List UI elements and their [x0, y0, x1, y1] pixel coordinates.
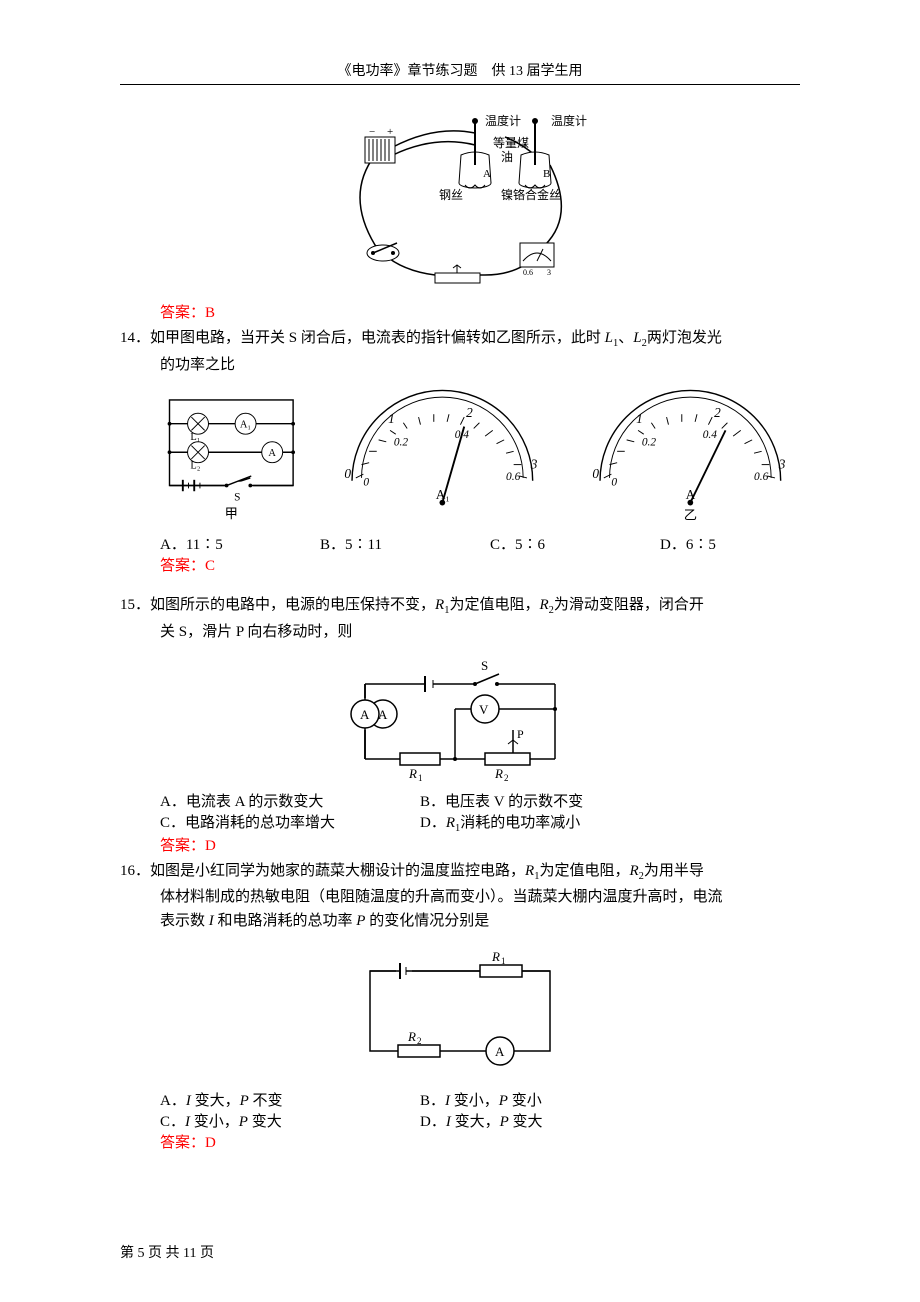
q16-opt-a: A．I 变大，P 不变 [160, 1089, 420, 1110]
svg-text:2: 2 [504, 773, 509, 783]
svg-text:0: 0 [363, 476, 369, 488]
svg-text:2: 2 [417, 1036, 422, 1046]
q16-opt-d: D．I 变大，P 变大 [420, 1110, 680, 1131]
svg-text:2: 2 [714, 405, 721, 420]
svg-text:油: 油 [501, 150, 513, 164]
q14-figure: L₁ A₁ L₂ A [160, 387, 800, 527]
q16: 16．如图是小红同学为她家的蔬菜大棚设计的温度监控电路，R1为定值电阻，R2为用… [120, 859, 800, 934]
q16-opt-b: B．I 变小，P 变小 [420, 1089, 680, 1110]
svg-text:温度计: 温度计 [485, 113, 521, 128]
svg-text:R: R [494, 766, 503, 781]
svg-text:A₁: A₁ [435, 487, 449, 502]
q14-options: A．11∶5 B．5∶11 C．5∶6 D．6∶5 [160, 533, 800, 554]
svg-text:0.6: 0.6 [754, 471, 769, 483]
svg-text:0: 0 [593, 466, 600, 481]
q14-answer: 答案：C [160, 554, 800, 575]
q16-options-2: C．I 变小，P 变大 D．I 变大，P 变大 [160, 1110, 800, 1131]
q15-options-1: A．电流表 A 的示数变大 B．电压表 V 的示数不变 [160, 790, 800, 811]
svg-text:A: A [686, 487, 696, 502]
svg-text:R: R [408, 766, 417, 781]
svg-text:A: A [483, 168, 491, 180]
svg-text:3: 3 [778, 456, 786, 471]
svg-text:3: 3 [547, 268, 551, 277]
header-rule [120, 84, 800, 85]
svg-text:L₂: L₂ [190, 460, 200, 471]
page-header: 《电功率》章节练习题 供 13 届学生用 [120, 60, 800, 80]
q14-line2: 的功率之比 [160, 353, 800, 377]
q14-line1: 如甲图电路，当开关 S 闭合后，电流表的指针偏转如乙图所示，此时 L1、L2两灯… [150, 330, 722, 346]
q16-figure: R1 R2 A [120, 951, 800, 1071]
svg-text:0.2: 0.2 [642, 436, 657, 448]
q15-line1: 如图所示的电路中，电源的电压保持不变，R1为定值电阻，R2为滑动变阻器，闭合开 [150, 597, 704, 613]
q14-opt-a: A．11∶5 [160, 533, 320, 554]
svg-text:0: 0 [344, 466, 351, 481]
q16-answer: 答案：D [160, 1131, 800, 1152]
q14-opt-b: B．5∶11 [320, 533, 490, 554]
q16-options-1: A．I 变大，P 不变 B．I 变小，P 变小 [160, 1089, 800, 1110]
q16-line1: 如图是小红同学为她家的蔬菜大棚设计的温度监控电路，R1为定值电阻，R2为用半导 [150, 863, 704, 879]
svg-text:乙: 乙 [684, 508, 697, 523]
svg-text:0.4: 0.4 [703, 429, 718, 441]
q13-answer: 答案：B [160, 301, 800, 322]
q14-opt-d: D．6∶5 [660, 533, 820, 554]
q15-answer: 答案：D [160, 834, 800, 855]
page-footer: 第 5 页 共 11 页 [120, 1242, 214, 1262]
q16-line3: 表示数 I 和电路消耗的总功率 P 的变化情况分别是 [160, 909, 800, 933]
svg-text:1: 1 [388, 411, 395, 426]
svg-text:−: − [369, 126, 375, 138]
q13-figure: −+ 0.6 3 A [120, 105, 800, 295]
q15-opt-c: C．电路消耗的总功率增大 [160, 811, 420, 834]
q15-line2: 关 S，滑片 P 向右移动时，则 [160, 620, 800, 644]
q15-options-2: C．电路消耗的总功率增大 D．R1消耗的电功率减小 [160, 811, 800, 834]
q16-opt-c: C．I 变小，P 变大 [160, 1110, 420, 1131]
svg-text:S: S [481, 658, 488, 673]
svg-text:0: 0 [612, 476, 618, 488]
svg-text:温度计: 温度计 [551, 113, 587, 128]
svg-text:A: A [360, 707, 370, 722]
svg-text:钢丝: 钢丝 [439, 188, 463, 202]
svg-text:1: 1 [636, 411, 643, 426]
q15: 15．如图所示的电路中，电源的电压保持不变，R1为定值电阻，R2为滑动变阻器，闭… [120, 593, 800, 644]
svg-text:等量煤: 等量煤 [493, 136, 529, 150]
svg-text:A: A [495, 1044, 505, 1059]
q15-num: 15． [120, 593, 150, 617]
svg-text:0.6: 0.6 [506, 471, 521, 483]
q15-figure: S A A V R1 [120, 654, 800, 784]
svg-text:V: V [479, 702, 489, 717]
svg-text:3: 3 [529, 456, 537, 471]
q14-opt-c: C．5∶6 [490, 533, 660, 554]
svg-text:A₁: A₁ [240, 419, 251, 430]
svg-text:1: 1 [418, 773, 423, 783]
q14: 14．如甲图电路，当开关 S 闭合后，电流表的指针偏转如乙图所示，此时 L1、L… [120, 326, 800, 377]
svg-text:1: 1 [501, 956, 506, 966]
svg-text:+: + [387, 126, 393, 138]
svg-text:L₁: L₁ [190, 432, 200, 443]
q15-opt-b: B．电压表 V 的示数不变 [420, 790, 680, 811]
svg-text:镍铬合金丝: 镍铬合金丝 [501, 187, 561, 202]
svg-text:0.6: 0.6 [523, 268, 533, 277]
svg-text:A: A [268, 448, 276, 459]
svg-text:R: R [407, 1029, 416, 1044]
svg-text:S: S [234, 492, 240, 504]
svg-text:2: 2 [466, 405, 473, 420]
q16-num: 16． [120, 859, 150, 883]
q15-opt-a: A．电流表 A 的示数变大 [160, 790, 420, 811]
svg-text:B: B [543, 168, 550, 180]
svg-text:R: R [491, 951, 500, 964]
q15-opt-d: D．R1消耗的电功率减小 [420, 811, 680, 834]
q16-line2: 体材料制成的热敏电阻（电阻随温度的升高而变小）。当蔬菜大棚内温度升高时，电流 [160, 885, 800, 909]
q14-num: 14． [120, 326, 150, 350]
svg-text:甲: 甲 [225, 506, 238, 521]
svg-text:P: P [517, 727, 524, 741]
svg-text:0.2: 0.2 [393, 436, 408, 448]
